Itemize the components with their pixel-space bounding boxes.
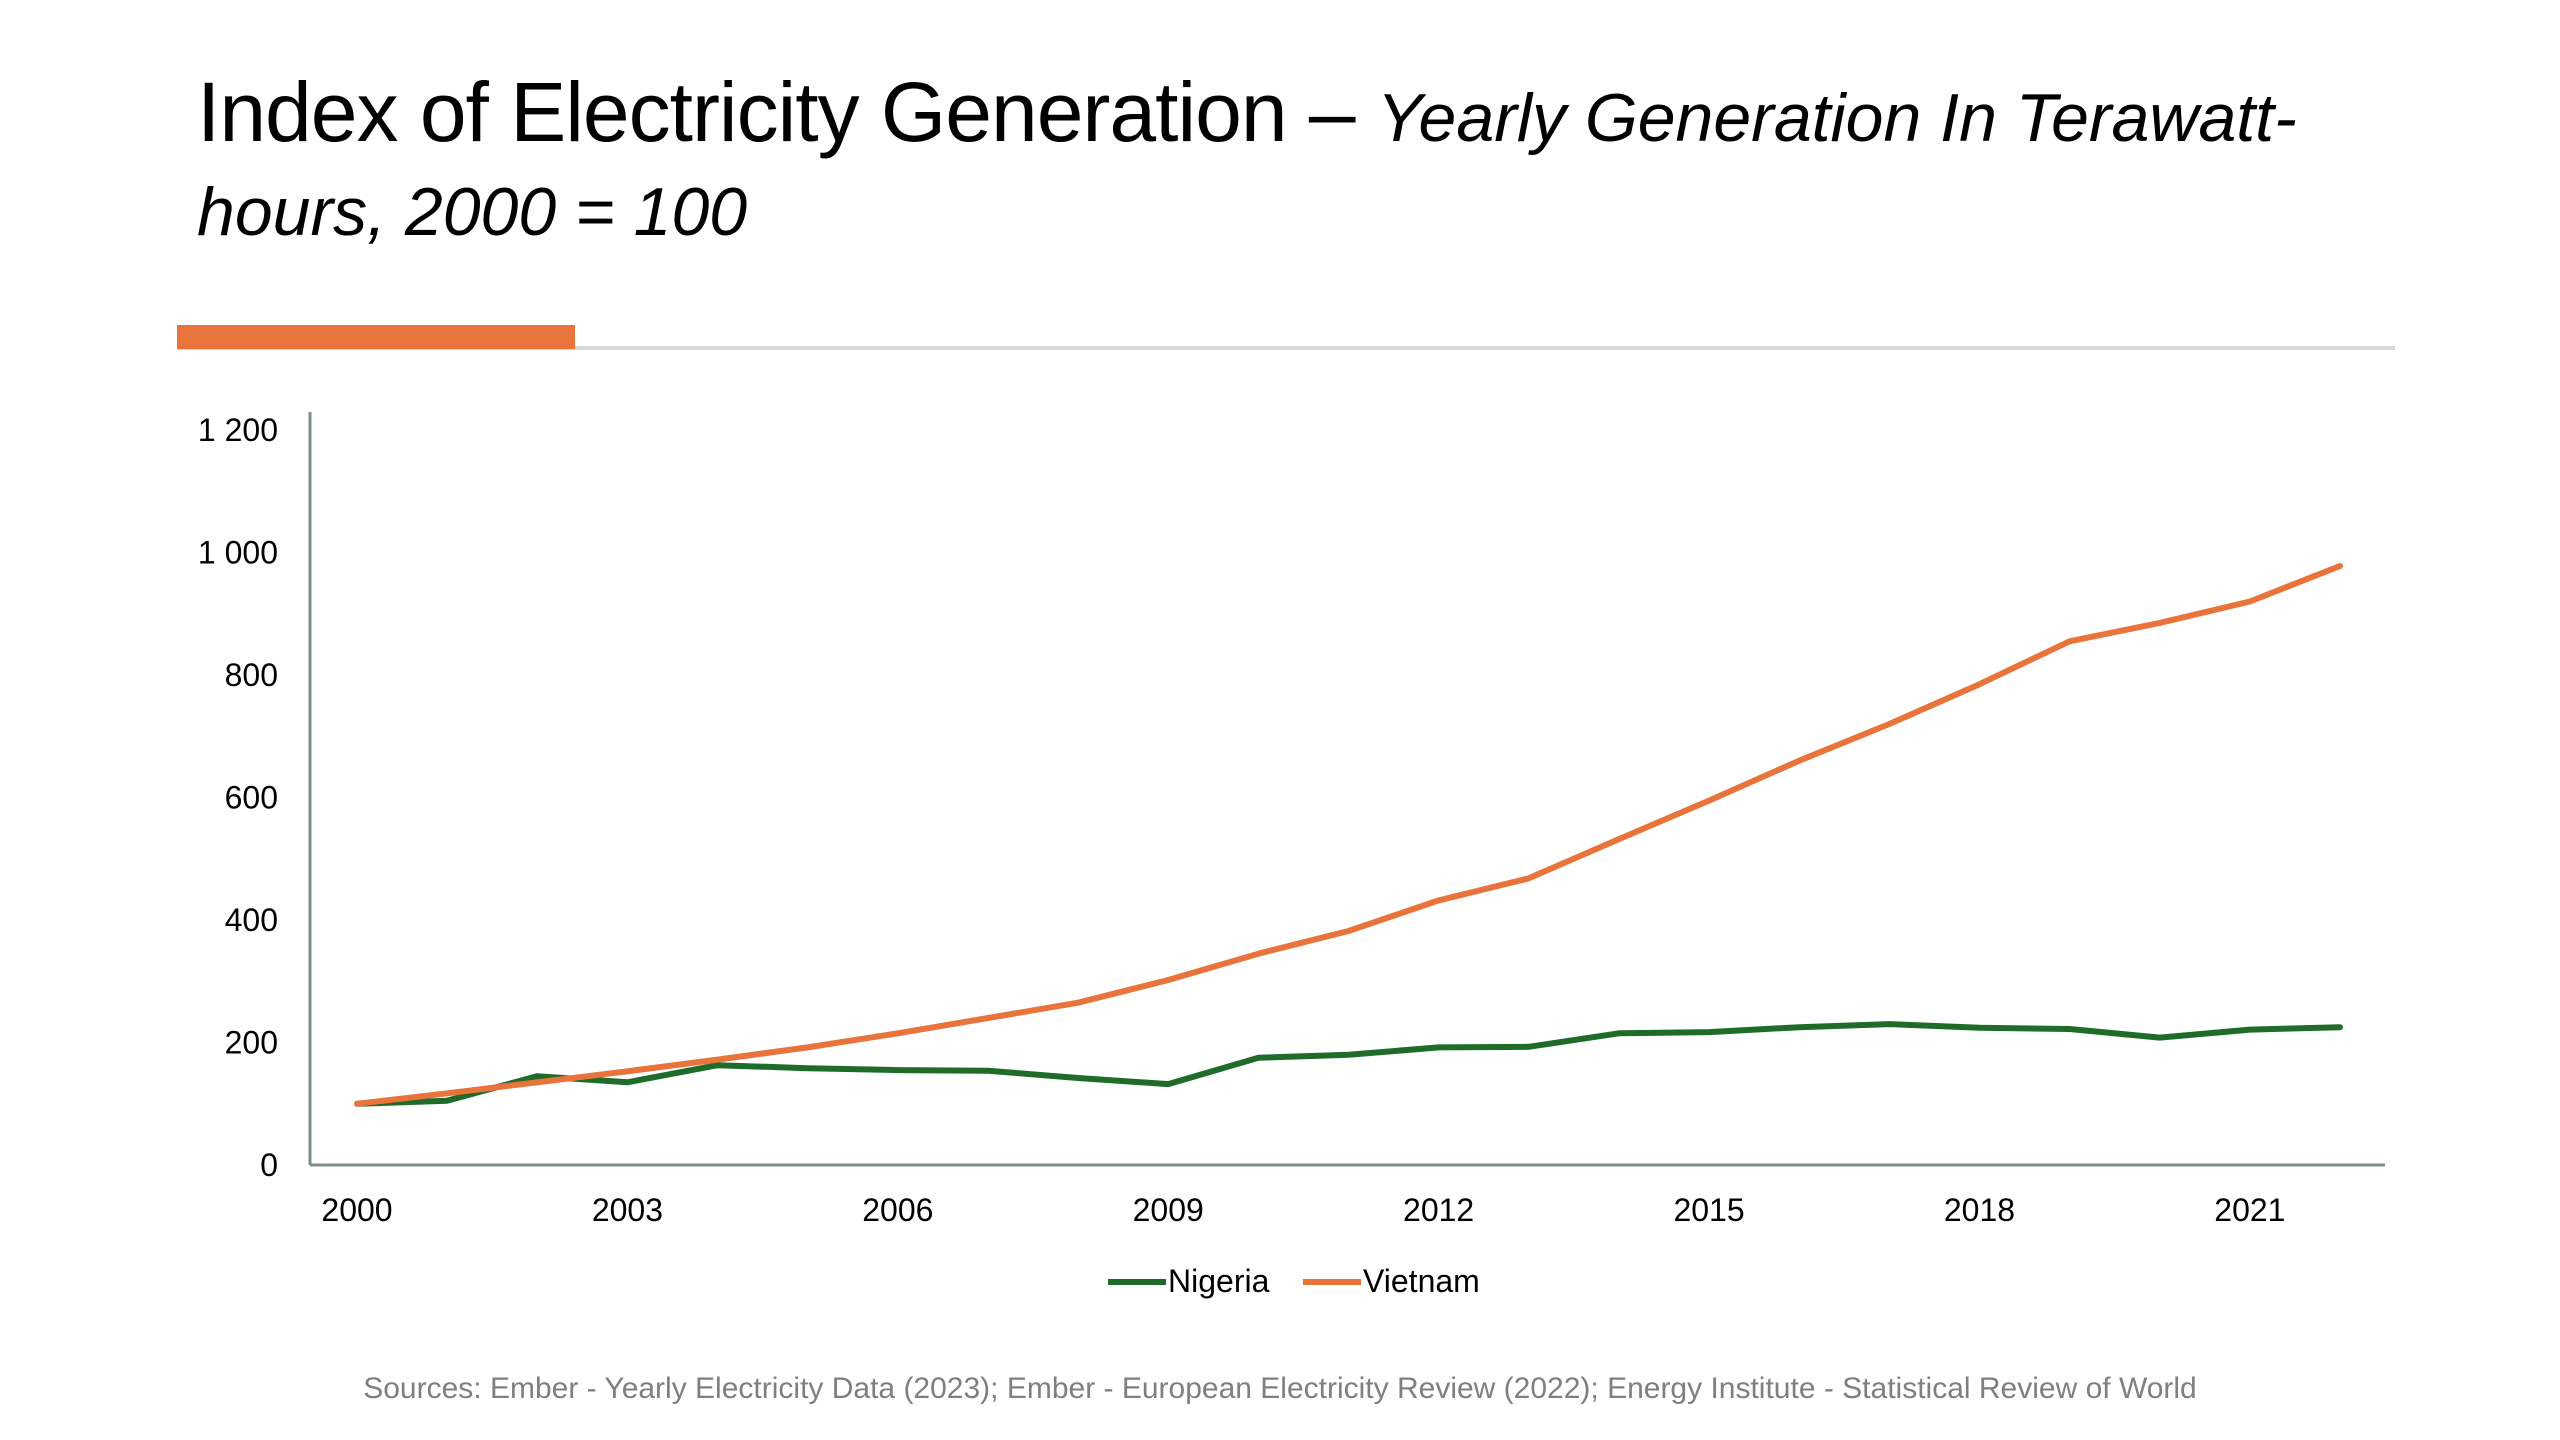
- title-subtitle: Yearly Generation In Terawatt-hours, 200…: [197, 80, 2297, 250]
- series-line-nigeria: [354, 1021, 2343, 1107]
- x-tick-label: 2021: [2214, 1192, 2285, 1228]
- y-tick-label: 200: [225, 1025, 278, 1061]
- y-tick-label: 1 200: [198, 412, 278, 448]
- y-tick-label: 400: [225, 902, 278, 938]
- x-tick-label: 2012: [1403, 1192, 1474, 1228]
- y-tick-label: 600: [225, 780, 278, 816]
- sources-note: Sources: Ember - Yearly Electricity Data…: [363, 1372, 2197, 1405]
- chart-title: Index of Electricity Generation – Yearly…: [197, 68, 2427, 256]
- chart-series: [354, 563, 2343, 1107]
- y-tick-label: 0: [260, 1147, 278, 1183]
- chart-legend: Nigeria Vietnam: [1108, 1263, 1480, 1299]
- y-axis-ticks: 0 200 400 600 800 1 000 1 200: [198, 412, 278, 1183]
- x-tick-label: 2000: [321, 1192, 392, 1228]
- y-tick-label: 800: [225, 657, 278, 693]
- title-divider: [177, 346, 2395, 350]
- line-chart: 0 200 400 600 800 1 000 1 200 2000 2003 2006 2009…: [198, 412, 2385, 1299]
- y-tick-label: 1 000: [198, 535, 278, 571]
- chart-axes: [308, 412, 2385, 1167]
- x-tick-label: 2003: [592, 1192, 663, 1228]
- x-tick-label: 2006: [862, 1192, 933, 1228]
- series-line-vietnam: [354, 563, 2343, 1107]
- legend-label-nigeria: Nigeria: [1168, 1263, 1270, 1299]
- x-axis-ticks: 2000 2003 2006 2009 2012 2015 2018 2021: [321, 1192, 2285, 1228]
- x-tick-label: 2018: [1944, 1192, 2015, 1228]
- title-accent-bar: [177, 325, 575, 349]
- x-tick-label: 2009: [1133, 1192, 1204, 1228]
- title-main: Index of Electricity Generation –: [197, 65, 1356, 159]
- legend-label-vietnam: Vietnam: [1363, 1263, 1480, 1299]
- x-tick-label: 2015: [1673, 1192, 1744, 1228]
